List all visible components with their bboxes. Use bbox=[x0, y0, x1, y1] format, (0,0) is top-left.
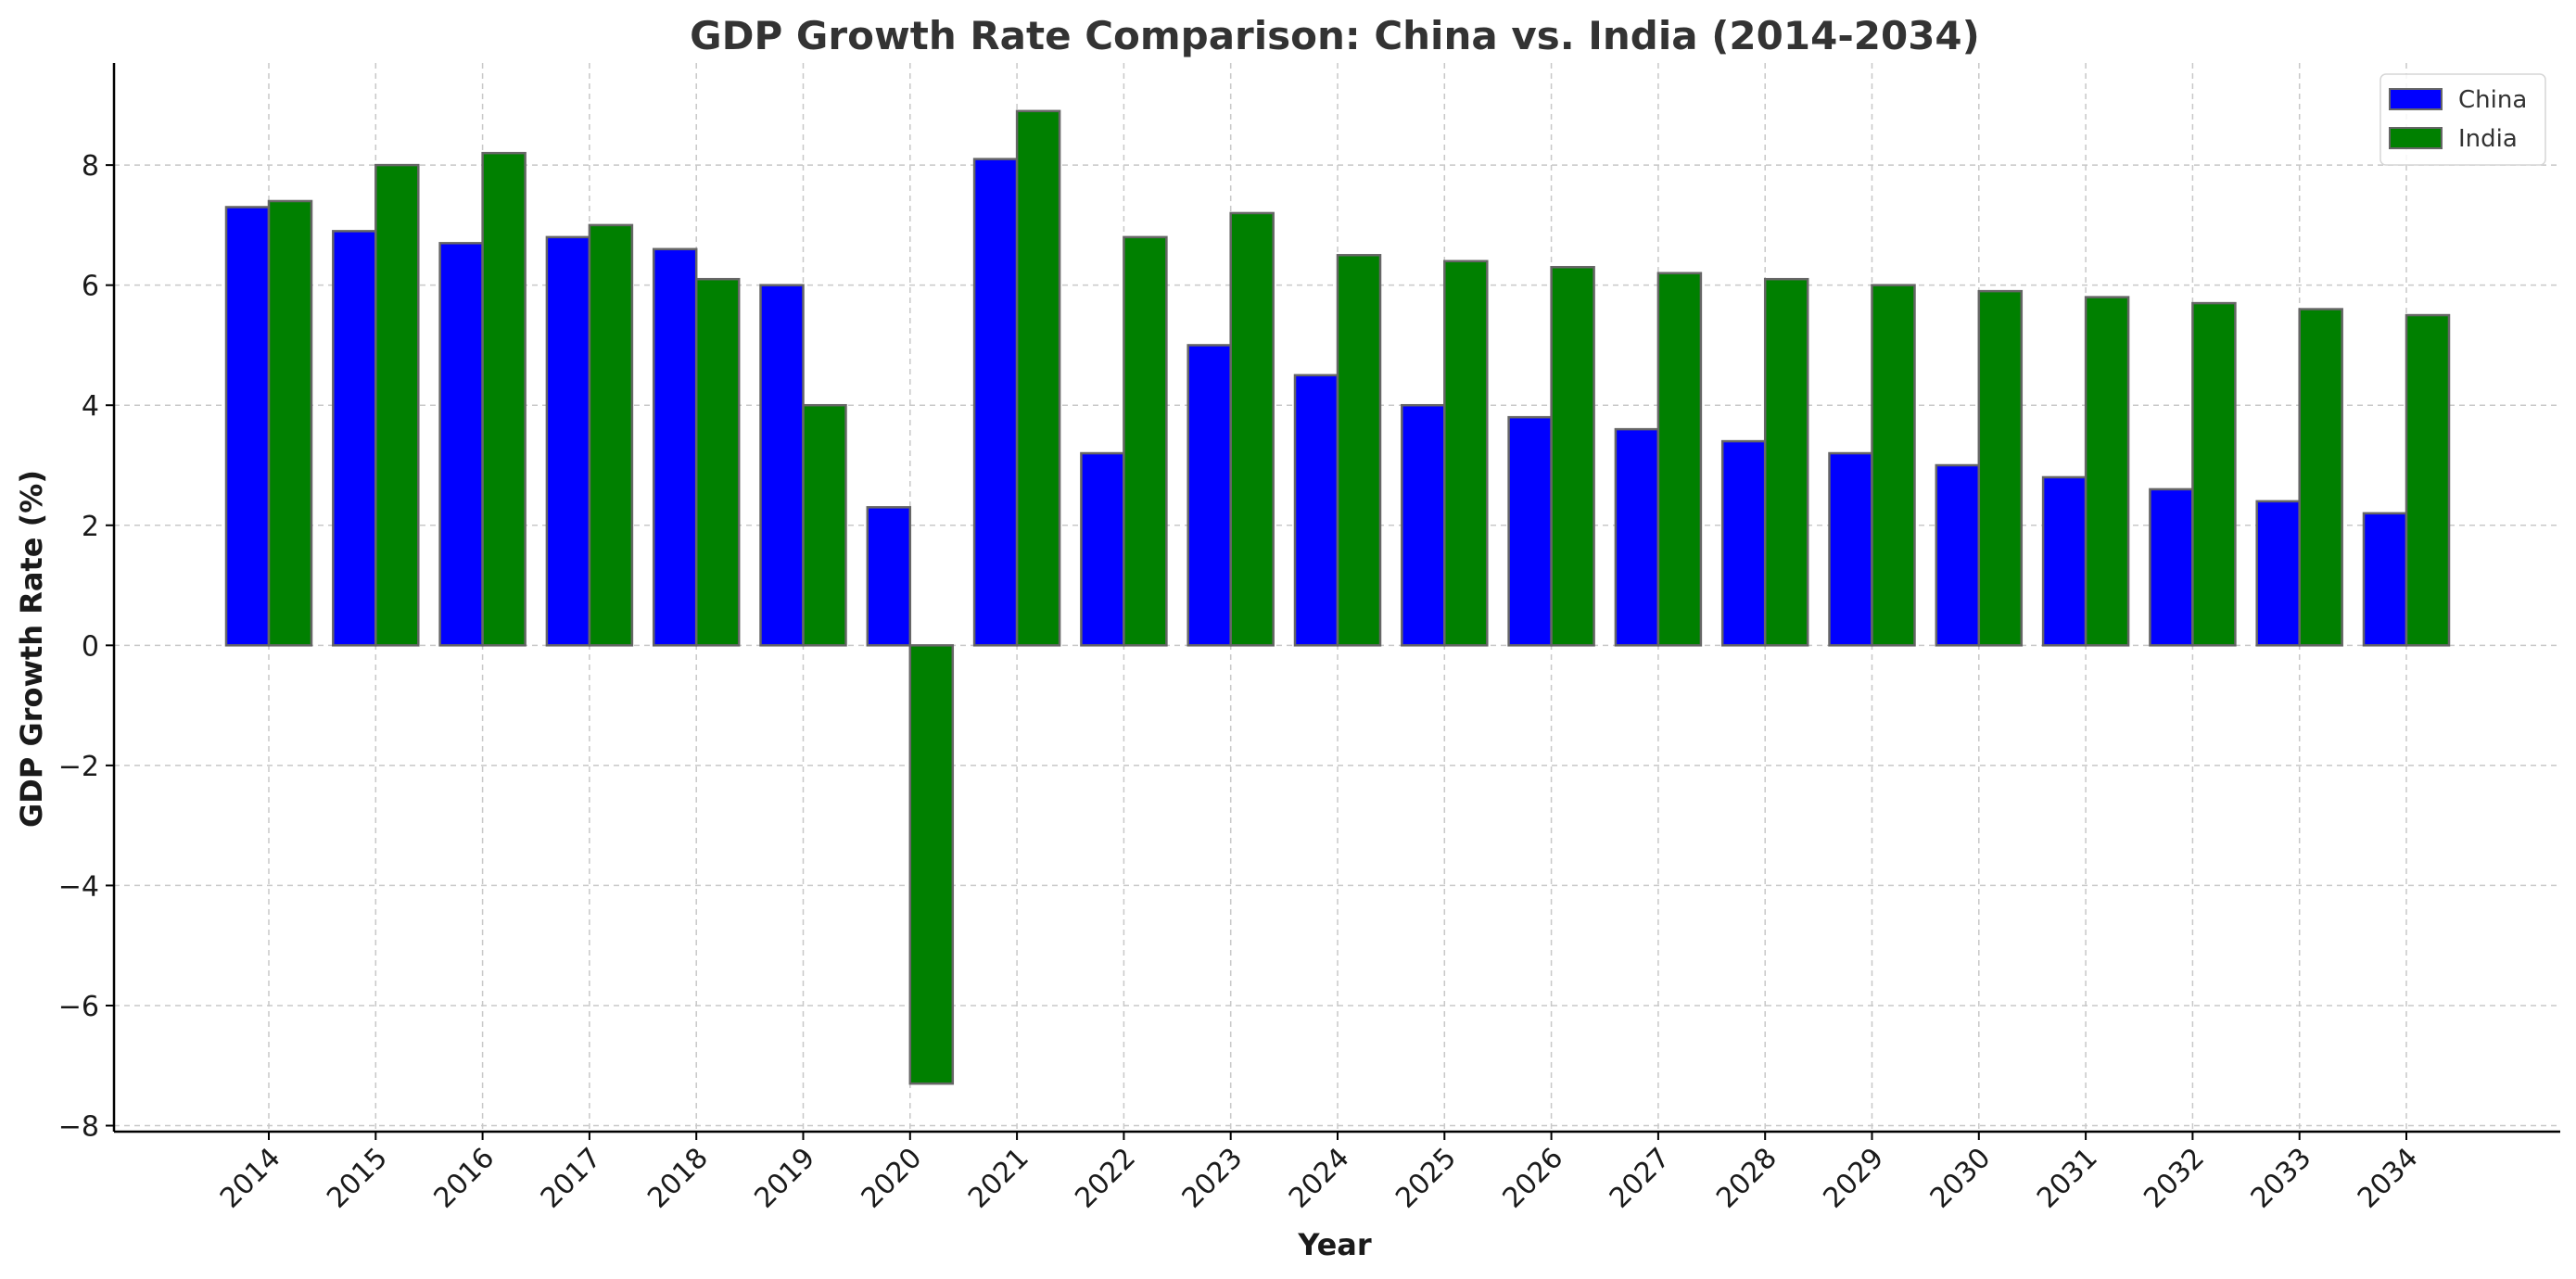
bar-india-2015 bbox=[374, 163, 420, 647]
chart-title: GDP Growth Rate Comparison: China vs. In… bbox=[690, 13, 1980, 58]
bar-china-2024 bbox=[1293, 374, 1339, 647]
bar-india-2029 bbox=[1871, 284, 1916, 647]
bar-india-2016 bbox=[481, 151, 527, 647]
bar-india-2027 bbox=[1656, 272, 1703, 647]
bar-india-2021 bbox=[1015, 109, 1061, 647]
bar-india-2019 bbox=[802, 403, 847, 647]
bar-china-2029 bbox=[1828, 451, 1873, 647]
bar-india-2030 bbox=[1977, 289, 2024, 647]
legend-swatch-india bbox=[2389, 127, 2443, 149]
bar-china-2030 bbox=[1935, 463, 1981, 647]
bar-china-2023 bbox=[1186, 344, 1232, 647]
bar-india-2024 bbox=[1336, 254, 1382, 647]
bar-china-2022 bbox=[1080, 451, 1125, 647]
bar-india-2028 bbox=[1763, 277, 1809, 647]
x-axis-label: Year bbox=[1297, 1227, 1372, 1262]
bar-india-2022 bbox=[1123, 235, 1168, 647]
bar-china-2018 bbox=[652, 247, 698, 647]
bar-india-2032 bbox=[2191, 301, 2237, 647]
bar-india-2033 bbox=[2298, 308, 2343, 647]
y-tick-label: 4 bbox=[82, 390, 99, 423]
bar-india-2017 bbox=[588, 223, 634, 647]
bar-india-2018 bbox=[694, 277, 741, 647]
y-tick-label: 8 bbox=[82, 150, 99, 183]
legend-swatch-china bbox=[2389, 88, 2443, 110]
bar-china-2017 bbox=[545, 235, 591, 647]
bar-china-2021 bbox=[972, 158, 1019, 647]
bar-india-2031 bbox=[2084, 296, 2130, 647]
legend: China India bbox=[2379, 73, 2546, 166]
bar-china-2028 bbox=[1720, 439, 1767, 647]
bar-china-2016 bbox=[438, 242, 484, 647]
bar-china-2034 bbox=[2362, 512, 2408, 647]
bar-china-2015 bbox=[332, 230, 377, 647]
y-axis-label: GDP Growth Rate (%) bbox=[14, 470, 49, 828]
y-tick-label: −2 bbox=[58, 751, 99, 783]
legend-label-india: India bbox=[2458, 125, 2518, 153]
bar-china-2019 bbox=[759, 284, 805, 647]
bar-india-2025 bbox=[1443, 260, 1489, 647]
y-tick-label: −4 bbox=[58, 870, 99, 903]
bar-india-2014 bbox=[267, 199, 313, 647]
bar-india-2034 bbox=[2405, 313, 2451, 647]
y-tick-label: −6 bbox=[58, 991, 99, 1023]
y-tick-label: −8 bbox=[58, 1111, 99, 1144]
bar-china-2025 bbox=[1401, 403, 1446, 647]
y-tick-label: 0 bbox=[82, 630, 99, 663]
y-tick-label: 6 bbox=[82, 271, 99, 303]
bar-india-2026 bbox=[1550, 265, 1595, 647]
y-tick-label: 2 bbox=[82, 511, 99, 543]
legend-label-china: China bbox=[2458, 86, 2527, 114]
bar-china-2026 bbox=[1507, 415, 1553, 647]
bar-china-2020 bbox=[866, 506, 912, 647]
bars bbox=[224, 109, 2451, 1085]
bar-china-2032 bbox=[2149, 488, 2194, 647]
bar-china-2014 bbox=[224, 206, 271, 647]
bar-india-2023 bbox=[1229, 211, 1275, 647]
bar-china-2027 bbox=[1614, 427, 1660, 647]
bar-china-2031 bbox=[2041, 475, 2087, 647]
bar-india-2020 bbox=[908, 644, 955, 1085]
bar-china-2033 bbox=[2255, 500, 2301, 647]
